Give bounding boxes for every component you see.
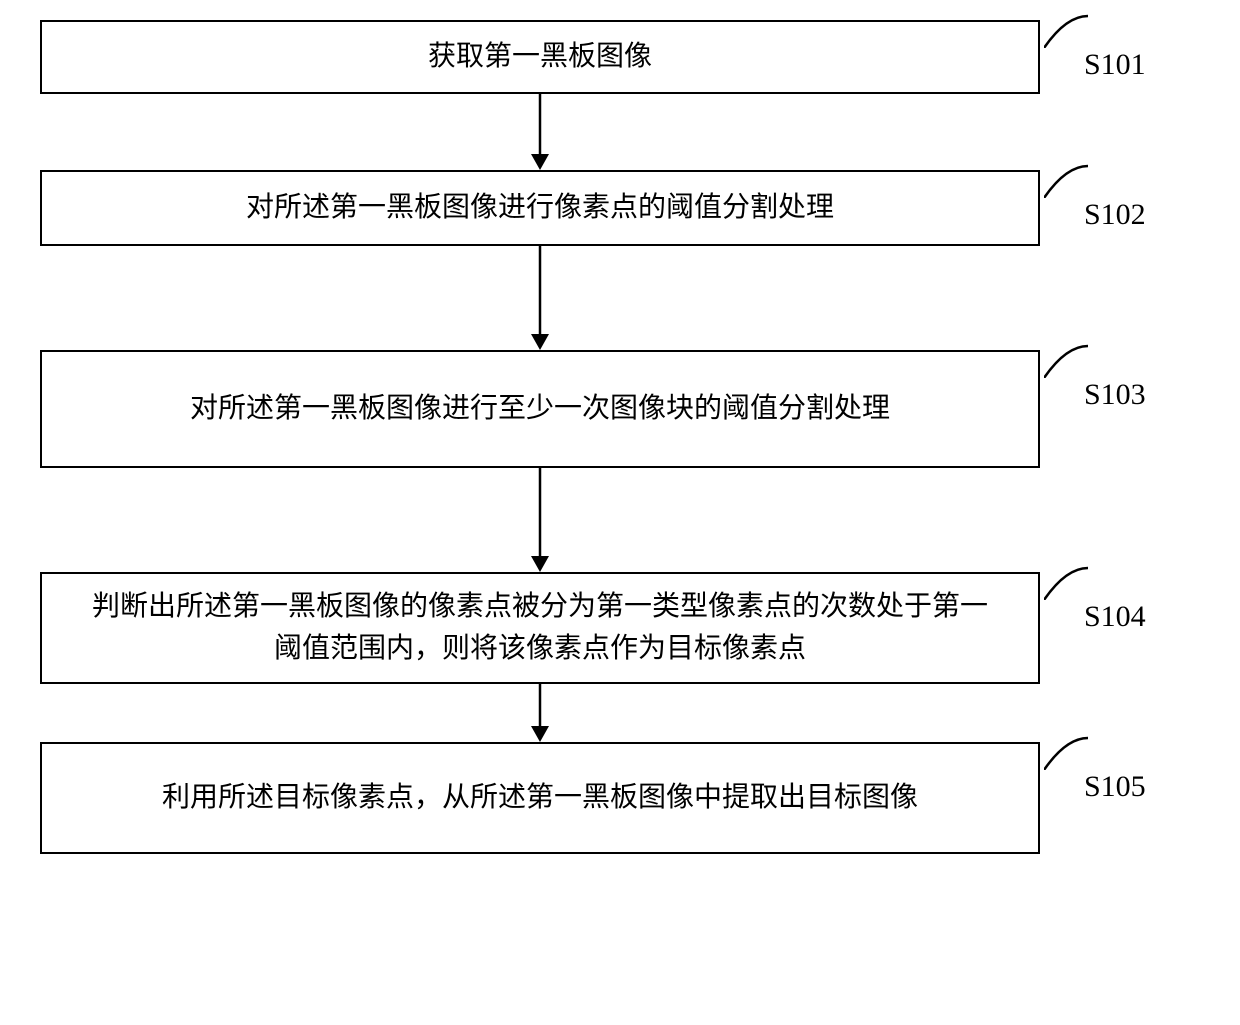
down-arrow-icon <box>525 468 555 572</box>
step-label-column: S104 <box>1040 566 1146 634</box>
step-label: S105 <box>1044 770 1146 804</box>
step-box-s105: 利用所述目标像素点，从所述第一黑板图像中提取出目标图像 <box>40 742 1040 854</box>
flowchart-step: 判断出所述第一黑板图像的像素点被分为第一类型像素点的次数处于第一阈值范围内，则将… <box>40 572 1200 684</box>
flowchart-step: 利用所述目标像素点，从所述第一黑板图像中提取出目标图像 S105 <box>40 742 1200 854</box>
flowchart-step: 对所述第一黑板图像进行至少一次图像块的阈值分割处理 S103 <box>40 350 1200 468</box>
down-arrow-icon <box>525 94 555 170</box>
step-text: 获取第一黑板图像 <box>428 36 652 78</box>
step-label-column: S101 <box>1040 14 1146 82</box>
label-connector-curve <box>1044 566 1114 600</box>
label-connector-curve <box>1044 344 1114 378</box>
step-label-column: S102 <box>1040 164 1146 232</box>
label-connector-curve <box>1044 14 1114 48</box>
step-box-s104: 判断出所述第一黑板图像的像素点被分为第一类型像素点的次数处于第一阈值范围内，则将… <box>40 572 1040 684</box>
down-arrow-icon <box>525 246 555 350</box>
step-text: 对所述第一黑板图像进行像素点的阈值分割处理 <box>246 187 834 229</box>
label-connector-curve <box>1044 164 1114 198</box>
arrow-container <box>40 246 1040 350</box>
step-label: S104 <box>1044 600 1146 634</box>
label-connector-curve <box>1044 736 1114 770</box>
arrow-container <box>40 94 1040 170</box>
step-label: S102 <box>1044 198 1146 232</box>
arrow-container <box>40 684 1040 742</box>
step-label-column: S103 <box>1040 344 1146 412</box>
step-label: S103 <box>1044 378 1146 412</box>
down-arrow-icon <box>525 684 555 742</box>
step-box-s101: 获取第一黑板图像 <box>40 20 1040 94</box>
step-text: 判断出所述第一黑板图像的像素点被分为第一类型像素点的次数处于第一阈值范围内，则将… <box>82 586 998 670</box>
step-box-s102: 对所述第一黑板图像进行像素点的阈值分割处理 <box>40 170 1040 246</box>
flowchart-container: 获取第一黑板图像 S101 对所述第一黑板图像进行像素点的阈值分割处理 S102 <box>40 20 1200 854</box>
step-text: 对所述第一黑板图像进行至少一次图像块的阈值分割处理 <box>190 388 890 430</box>
arrow-container <box>40 468 1040 572</box>
step-label-column: S105 <box>1040 736 1146 804</box>
step-box-s103: 对所述第一黑板图像进行至少一次图像块的阈值分割处理 <box>40 350 1040 468</box>
flowchart-step: 对所述第一黑板图像进行像素点的阈值分割处理 S102 <box>40 170 1200 246</box>
step-text: 利用所述目标像素点，从所述第一黑板图像中提取出目标图像 <box>162 777 918 819</box>
flowchart-step: 获取第一黑板图像 S101 <box>40 20 1200 94</box>
step-label: S101 <box>1044 48 1146 82</box>
